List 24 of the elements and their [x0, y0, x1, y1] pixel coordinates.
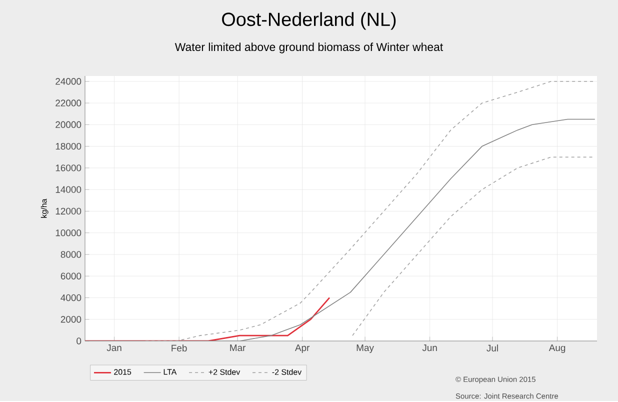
y-tick-label: 12000 [56, 208, 82, 215]
y-tick-label: 0 [76, 338, 82, 344]
chart-subtitle: Water limited above ground biomass of Winter wheat [174, 42, 444, 54]
y-tick-label: 4000 [60, 294, 82, 302]
x-tick-label: Jun [422, 344, 437, 352]
y-tick-label: 14000 [56, 186, 82, 193]
y-tick-label: 20000 [56, 121, 82, 128]
y-tick-label: 2000 [60, 316, 82, 323]
x-tick-label: Jul [486, 344, 498, 352]
x-tick-label: Jan [106, 344, 122, 352]
x-tick-label: Mar [230, 344, 246, 352]
y-tick-label: 8000 [60, 251, 82, 258]
y-tick-label: 22000 [56, 100, 82, 106]
y-tick-label: 18000 [56, 142, 82, 150]
y-tick-label: 16000 [56, 164, 82, 172]
y-tick-label: 10000 [56, 229, 82, 236]
x-tick-label: May [356, 344, 374, 353]
y-tick-label: 6000 [60, 272, 82, 280]
chart-title: Oost-Nederland (NL) [222, 12, 396, 30]
x-tick-label: Aug [548, 344, 566, 353]
x-tick-label: Apr [294, 344, 310, 353]
x-tick-label: Feb [172, 344, 187, 352]
y-tick-label: 24000 [56, 78, 82, 85]
line-series [352, 156, 596, 336]
